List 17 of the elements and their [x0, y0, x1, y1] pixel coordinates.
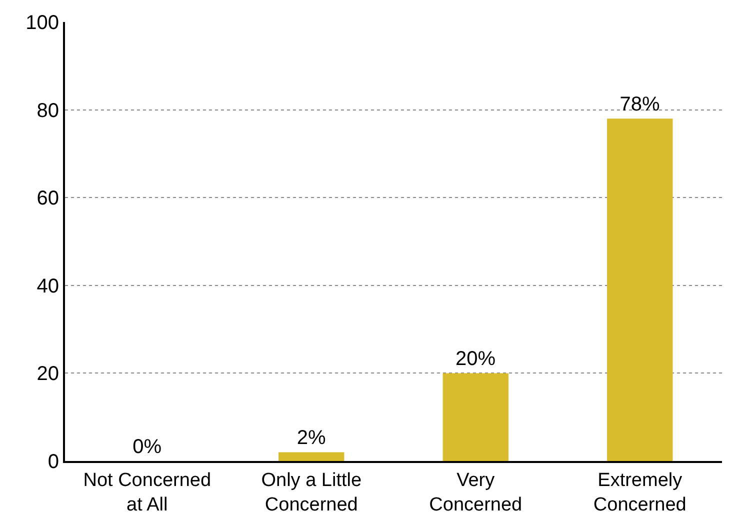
bar [607, 118, 673, 461]
data-label: 20% [456, 348, 496, 370]
data-label: 78% [620, 94, 660, 116]
data-label: 2% [296, 427, 326, 450]
y-tick-label: 60 [36, 188, 59, 210]
x-tick-label: Very Concerned [429, 470, 522, 516]
x-tick-label: Extremely Concerned [593, 470, 686, 516]
data-label: 0% [132, 436, 162, 458]
y-tick-label: 0 [48, 451, 59, 473]
bar [442, 373, 508, 461]
y-tick-label: 100 [26, 12, 59, 34]
x-tick-label: Only a Little Concerned [261, 470, 362, 516]
y-tick-label: 20 [36, 363, 59, 386]
y-tick-label: 40 [36, 275, 59, 298]
y-tick-label: 80 [36, 100, 59, 122]
bar [278, 452, 344, 461]
x-tick-label: Not Concerned at All [83, 470, 212, 516]
